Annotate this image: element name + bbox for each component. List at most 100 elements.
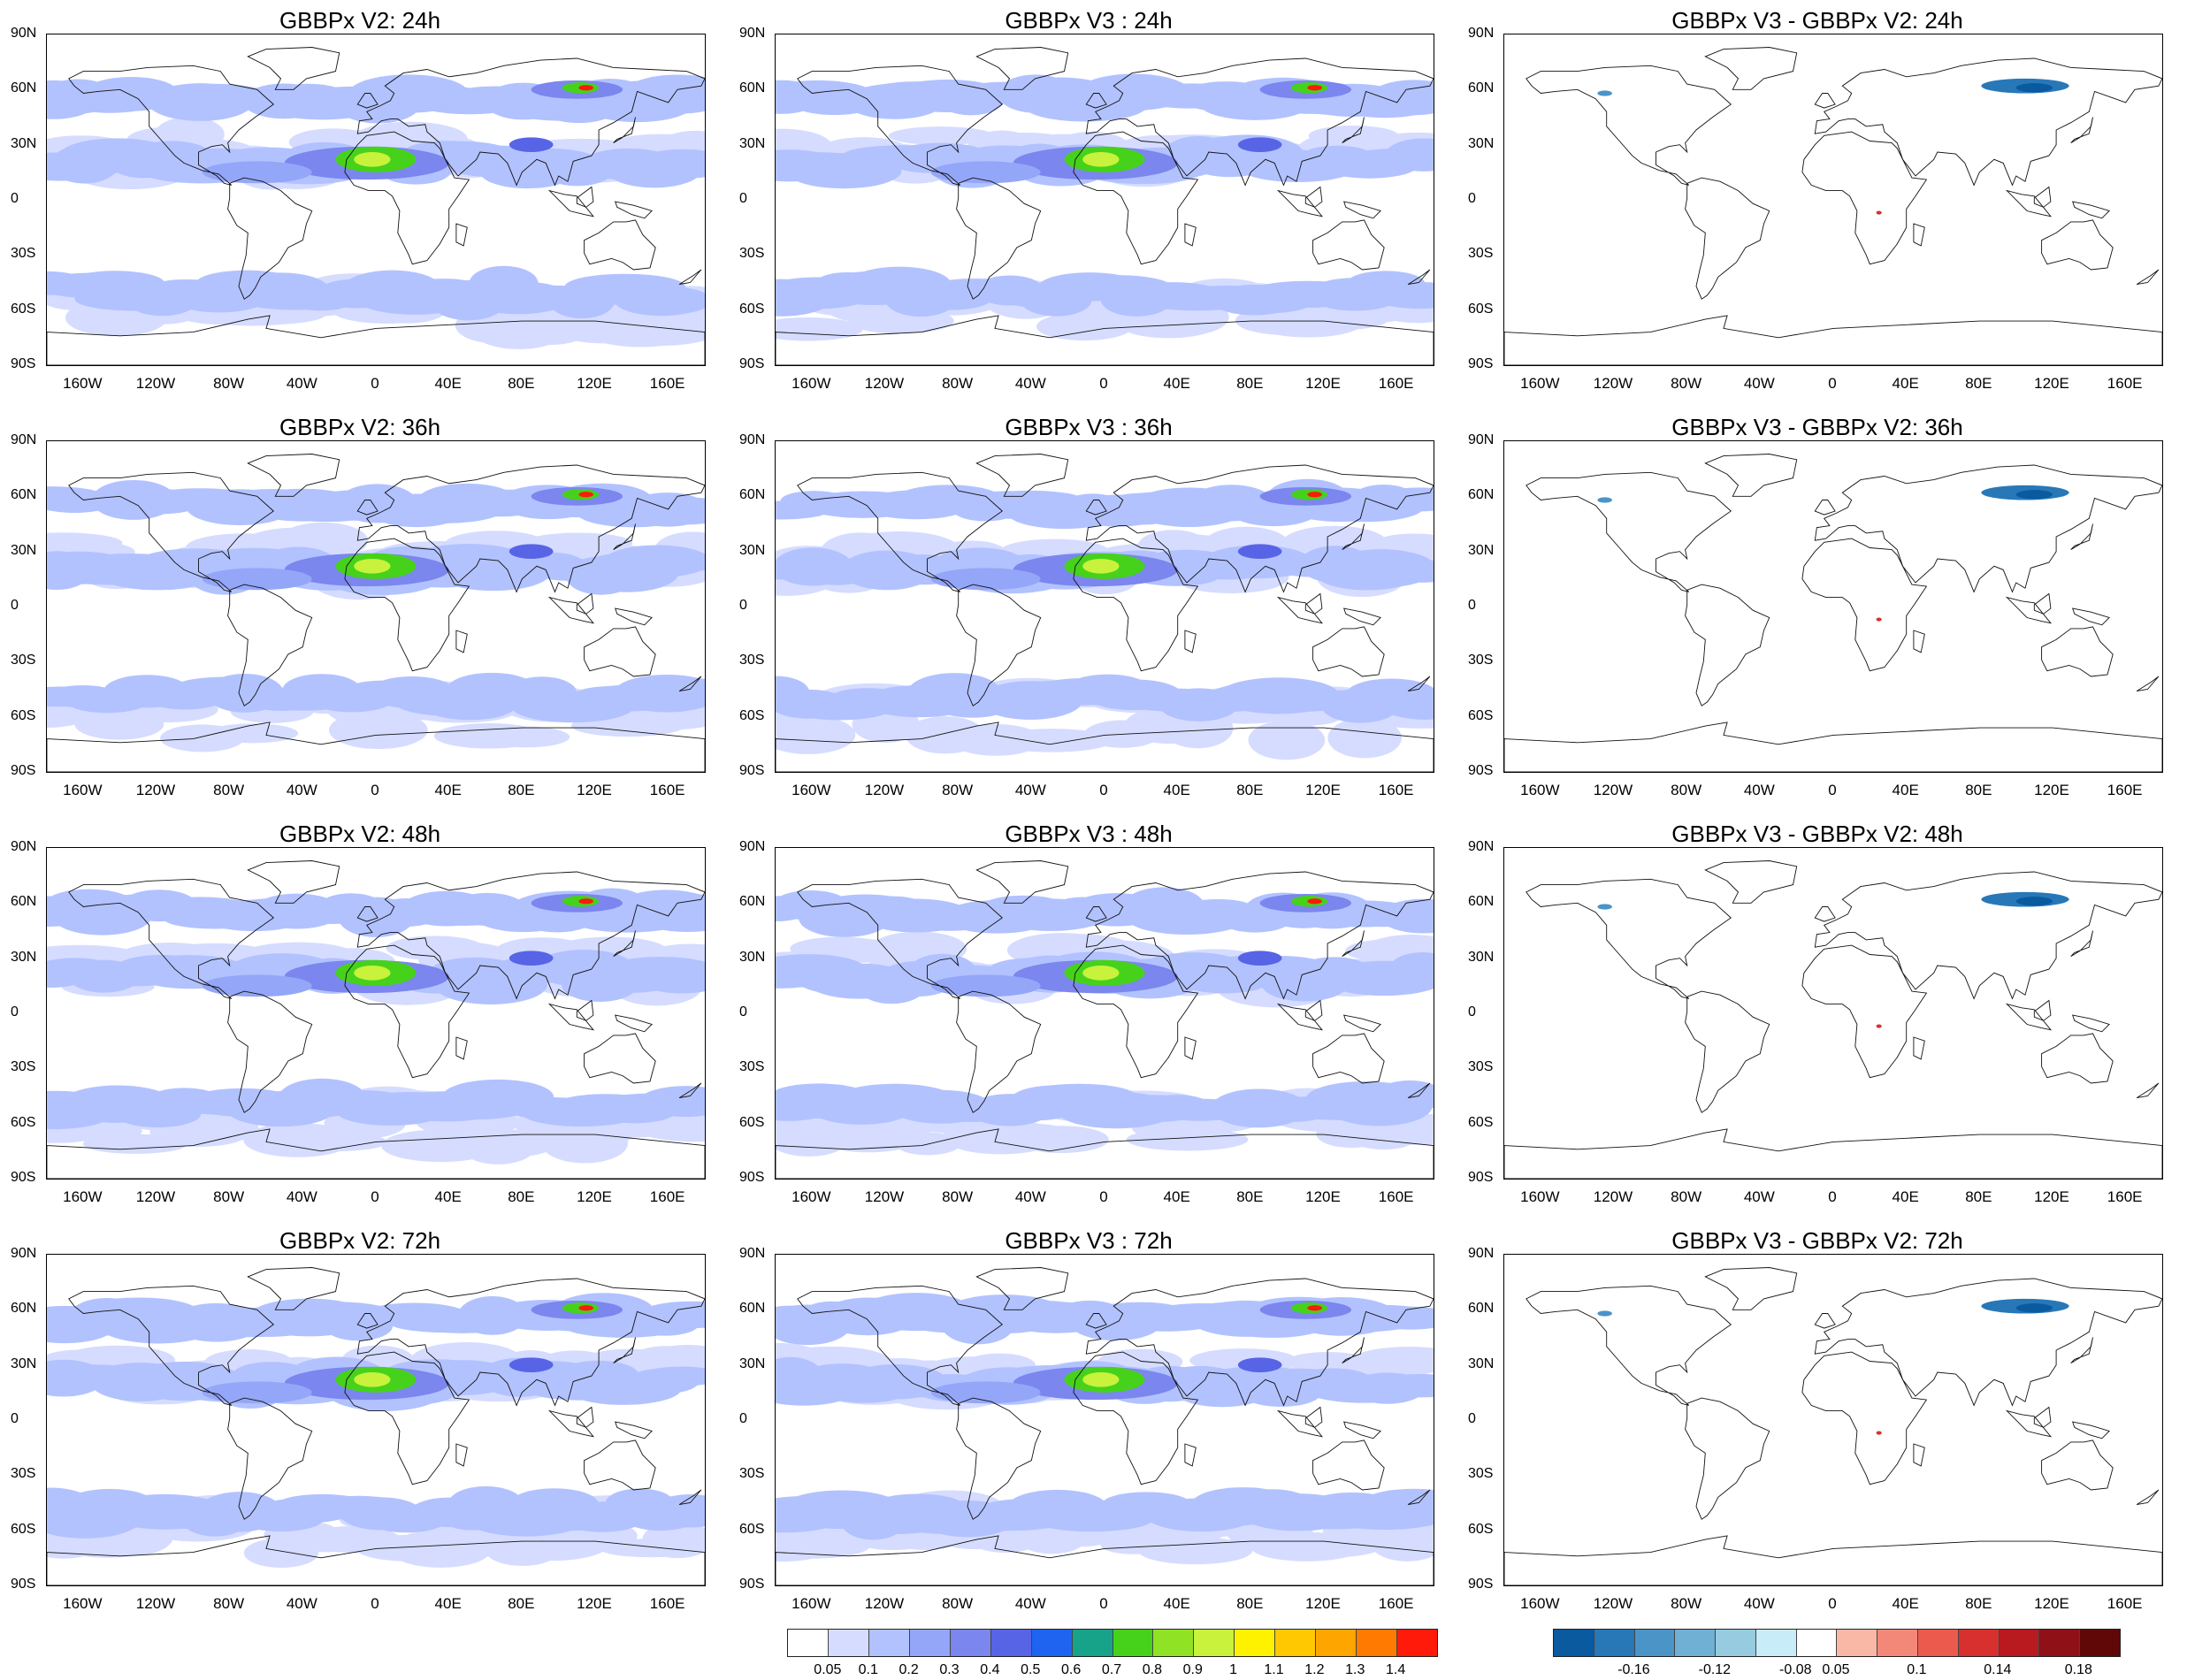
coastline	[678, 269, 702, 286]
lon-tick-label: 160W	[1520, 782, 1560, 798]
map-area	[1503, 847, 2163, 1180]
lon-tick-label: 120E	[577, 375, 612, 392]
colorbar-swatch	[1837, 1630, 1878, 1656]
lon-tick-label: 40W	[286, 782, 317, 798]
colorbar-label: 1.3	[1345, 1662, 1365, 1677]
lat-tick-label: 60N	[739, 894, 766, 910]
lat-tick-label: 30S	[1468, 246, 1494, 262]
colorbar-swatch	[950, 1630, 991, 1656]
lon-tick-label: 80W	[942, 1595, 974, 1612]
lon-tick-label: 160E	[1378, 782, 1414, 798]
coastline	[2005, 1409, 2053, 1438]
plume-shade	[1374, 1080, 1434, 1112]
plume-shade	[1876, 1024, 1882, 1028]
lon-tick-label: 120E	[1305, 1188, 1341, 1205]
coastline	[975, 47, 1069, 90]
panel-title: GBBPx V2: 48h	[279, 821, 441, 847]
lat-tick-label: 30N	[11, 949, 37, 965]
coastline	[1343, 1014, 1381, 1033]
lat-tick-label: 60N	[11, 487, 37, 503]
coastline	[1184, 1443, 1197, 1467]
lon-tick-label: 0	[1828, 375, 1837, 392]
colorbar-swatch	[1275, 1630, 1317, 1656]
lat-tick-label: 30N	[1468, 949, 1495, 965]
lat-tick-label: 30N	[1468, 1355, 1495, 1371]
lon-tick-label: 40W	[1014, 375, 1046, 392]
coastline	[1085, 500, 1107, 515]
lat-tick-label: 30N	[739, 542, 766, 558]
coastline	[1526, 65, 1732, 186]
plume-shade	[1381, 690, 1434, 720]
lon-tick-label: 160W	[791, 782, 831, 798]
lon-tick-label: 80W	[942, 1188, 974, 1205]
lon-tick-label: 120W	[1593, 1595, 1633, 1612]
plume-shade	[1369, 1522, 1434, 1562]
coastline	[455, 223, 468, 247]
plume-shade	[509, 137, 554, 152]
coastline	[68, 471, 275, 592]
plume-shade	[930, 1381, 1041, 1404]
coastline	[2033, 592, 2052, 615]
lat-tick-label: 90S	[739, 763, 765, 778]
lat-tick-label: 90N	[11, 839, 37, 854]
lat-tick-label: 30N	[11, 135, 37, 151]
lat-tick-label: 0	[11, 1004, 19, 1019]
plume-shade	[776, 715, 856, 754]
lon-tick-label: 120E	[1305, 1595, 1341, 1612]
coastline	[356, 500, 379, 515]
coastline	[1304, 592, 1323, 615]
colorbar-label: 0.05	[1822, 1662, 1850, 1677]
lat-tick-label: 30N	[739, 1355, 766, 1371]
lat-tick-label: 60S	[11, 301, 36, 317]
coastline	[576, 592, 594, 615]
map-area	[775, 847, 1434, 1180]
colorbar-swatch	[1194, 1630, 1235, 1656]
plume-shade	[632, 893, 705, 932]
colorbar-swatch	[1235, 1630, 1276, 1656]
coastline	[584, 1439, 656, 1491]
coastline	[584, 626, 656, 677]
coastline	[615, 607, 653, 626]
map-area	[46, 847, 706, 1180]
colorbar-label: 0.1	[1907, 1662, 1927, 1677]
coastline	[344, 131, 470, 265]
coastline	[975, 860, 1069, 904]
lat-tick-label: 60N	[739, 487, 766, 503]
coastline	[1085, 464, 1434, 593]
plume-shade	[2015, 1303, 2053, 1313]
panel-title: GBBPx V3 : 48h	[1005, 821, 1173, 847]
lon-tick-label: 160E	[649, 782, 685, 798]
colorbar-swatch	[1634, 1630, 1676, 1656]
lat-tick-label: 90S	[11, 1170, 36, 1185]
lon-tick-label: 160E	[2107, 782, 2143, 798]
lat-tick-label: 60N	[739, 80, 766, 96]
coastline	[547, 596, 595, 624]
colorbar-label: 0.7	[1101, 1662, 1122, 1677]
map-panel: GBBPx V3 : 48h 90N 60N 30N 0 30S 60S 90S 160W 120…	[739, 821, 1438, 1233]
colorbar-swatch	[1716, 1630, 1756, 1656]
lat-tick-label: 30N	[11, 542, 37, 558]
coastline	[2041, 1439, 2114, 1491]
coastline	[1304, 1406, 1323, 1428]
lon-tick-label: 40E	[434, 375, 462, 392]
plume-shade	[578, 898, 593, 905]
coastline	[1504, 1535, 2162, 1585]
coastline	[1814, 906, 1836, 922]
coastline	[1814, 57, 2162, 187]
plume-shade	[1369, 80, 1434, 116]
lon-tick-label: 160E	[1378, 1188, 1414, 1205]
plume-shade	[642, 1521, 705, 1559]
lat-tick-label: 90S	[1468, 763, 1494, 778]
lon-tick-label: 0	[371, 375, 379, 392]
lon-tick-label: 160W	[63, 1595, 103, 1612]
colorbar-label: 0.18	[2064, 1662, 2092, 1677]
colorbar-label: 1.2	[1304, 1662, 1325, 1677]
colorbar-swatch	[1554, 1630, 1594, 1656]
lat-tick-label: 90N	[739, 26, 766, 41]
plume-shade	[354, 965, 391, 981]
lon-tick-label: 0	[1099, 782, 1108, 798]
coastline	[1704, 47, 1798, 90]
colorbar-label: 0.3	[939, 1662, 960, 1677]
coastline	[2072, 607, 2110, 626]
plume-shade	[627, 497, 705, 525]
